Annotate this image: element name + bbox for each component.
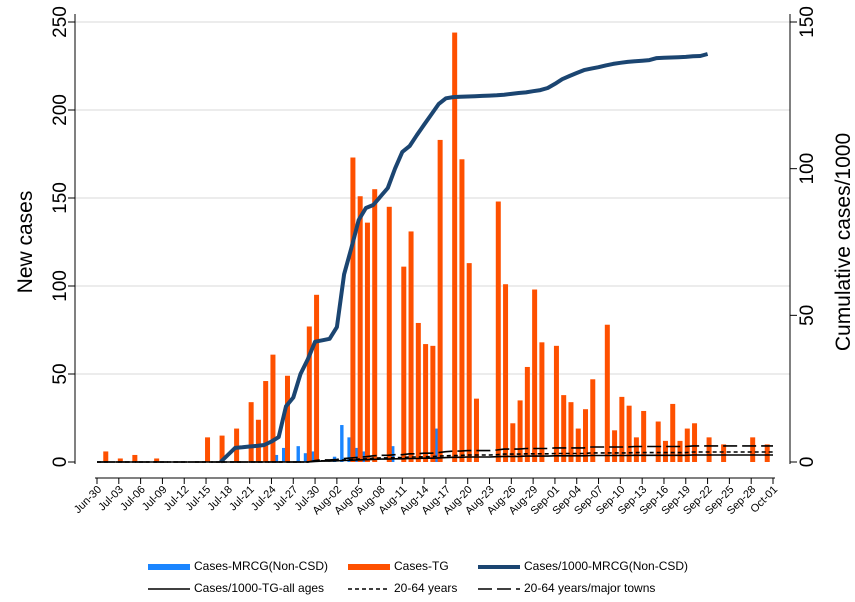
bar (532, 289, 538, 462)
bar (626, 405, 632, 462)
bar (503, 284, 509, 462)
y2-tick-label: 150 (797, 6, 818, 38)
bar (750, 437, 756, 462)
bar (284, 375, 290, 462)
legend-label: Cases/1000-TG-all ages (194, 581, 324, 595)
bar (510, 423, 516, 462)
bar (205, 437, 211, 462)
line (97, 451, 773, 463)
bar (706, 437, 712, 462)
bar (583, 409, 589, 462)
bar (633, 437, 639, 462)
bar (219, 435, 225, 462)
bar (401, 266, 407, 462)
bar (132, 454, 138, 462)
y-tick-label: 50 (50, 363, 71, 384)
bar (539, 342, 545, 462)
legend-label: Cases-TG (394, 559, 449, 573)
bar (590, 379, 596, 462)
bar (415, 322, 421, 462)
y2-axis-title: Cumulative cases/1000 (832, 133, 855, 351)
bar (296, 446, 300, 462)
bar (340, 425, 344, 462)
legend-label: 20-64 years/major towns (524, 581, 655, 595)
bar (434, 428, 439, 462)
bar (662, 440, 668, 462)
bar (655, 421, 661, 462)
y2-tick-label: 0 (797, 457, 818, 468)
bar (575, 428, 581, 462)
y-tick-label: 150 (50, 182, 71, 214)
bar (263, 381, 269, 462)
bar (350, 157, 356, 462)
bar (354, 447, 359, 462)
bar (524, 366, 530, 462)
bar (274, 454, 279, 462)
bar (281, 447, 286, 462)
y-tick-label: 200 (50, 94, 71, 126)
y2-tick-label: 50 (797, 305, 818, 326)
bar (437, 139, 443, 463)
bar (386, 206, 392, 462)
y-axis-title: New cases (14, 191, 37, 294)
line (97, 445, 773, 463)
bar (303, 453, 308, 462)
bar (270, 354, 276, 462)
bar (604, 324, 610, 462)
y2-tick-label: 100 (797, 153, 818, 185)
bar (517, 400, 523, 462)
legend-swatch (148, 564, 190, 570)
bar (452, 32, 458, 463)
bar (311, 451, 315, 462)
bar (692, 423, 698, 462)
bar (459, 159, 465, 462)
bar (234, 428, 240, 462)
bar (568, 402, 574, 462)
bar (103, 451, 109, 462)
bar (255, 419, 261, 462)
bar (408, 231, 414, 462)
bar (364, 222, 370, 462)
y-tick-label: 100 (50, 270, 71, 302)
legend-label: Cases-MRCG(Non-CSD) (194, 559, 328, 573)
bar (641, 410, 647, 462)
line (219, 52, 709, 464)
bar (306, 326, 312, 462)
y-tick-label: 250 (50, 6, 71, 38)
bar (670, 403, 676, 462)
legend-label: 20-64 years (394, 581, 457, 595)
legend-swatch (348, 564, 390, 570)
bar (466, 263, 472, 462)
bar (721, 444, 727, 462)
bar (677, 440, 683, 462)
bar (553, 345, 559, 462)
bar (764, 444, 770, 462)
bar (154, 458, 160, 462)
bar (473, 398, 479, 462)
bar (117, 458, 123, 462)
bar (357, 196, 363, 463)
bar (561, 395, 567, 462)
legend-label: Cases/1000-MRCG(Non-CSD) (524, 559, 688, 573)
bar (423, 344, 429, 462)
bar (612, 430, 618, 462)
bar (684, 428, 690, 462)
y-tick-label: 0 (50, 457, 71, 468)
bar (495, 201, 501, 462)
bar (314, 294, 320, 462)
bar (372, 189, 378, 462)
bar (248, 402, 254, 462)
bar (619, 396, 625, 462)
bar (391, 446, 395, 462)
bar (347, 437, 351, 462)
bar (430, 345, 436, 462)
